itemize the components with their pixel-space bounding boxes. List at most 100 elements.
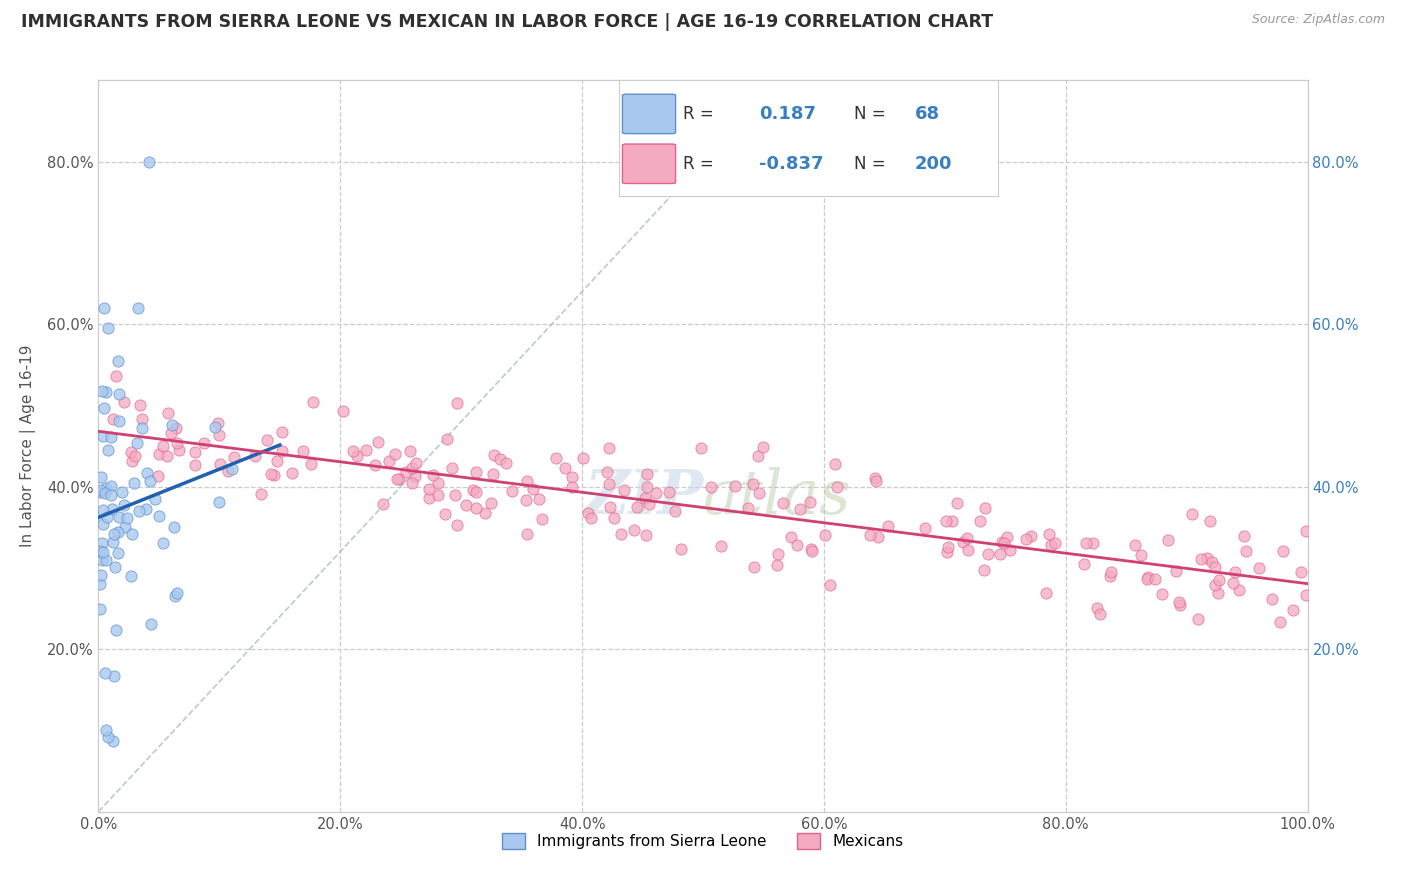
Point bbox=[163, 519, 186, 533]
Point bbox=[120, 444, 142, 458]
Point bbox=[388, 472, 411, 486]
Point bbox=[1150, 587, 1173, 601]
Point bbox=[488, 452, 510, 467]
Point bbox=[1208, 586, 1230, 600]
Point bbox=[598, 476, 620, 491]
Point bbox=[434, 507, 457, 521]
Point bbox=[91, 516, 114, 531]
Point bbox=[1040, 537, 1063, 551]
Point bbox=[973, 564, 995, 578]
Point bbox=[404, 468, 426, 483]
Point bbox=[427, 475, 450, 490]
Point bbox=[1233, 529, 1256, 543]
Legend: Immigrants from Sierra Leone, Mexicans: Immigrants from Sierra Leone, Mexicans bbox=[496, 827, 910, 855]
Point bbox=[780, 530, 803, 544]
Point bbox=[658, 485, 681, 500]
Point bbox=[166, 586, 188, 600]
Point bbox=[465, 465, 488, 479]
Point bbox=[165, 420, 187, 434]
Point bbox=[1136, 572, 1159, 586]
Point bbox=[465, 484, 488, 499]
Point bbox=[516, 526, 538, 541]
Point bbox=[208, 495, 231, 509]
Point bbox=[1208, 573, 1230, 587]
Point bbox=[599, 500, 621, 514]
Point bbox=[405, 456, 427, 470]
Point bbox=[128, 504, 150, 518]
Point bbox=[217, 464, 239, 478]
Point bbox=[936, 545, 959, 559]
Point bbox=[143, 492, 166, 507]
Point bbox=[1204, 578, 1226, 592]
Point bbox=[799, 495, 821, 509]
Point bbox=[103, 527, 125, 541]
Point bbox=[418, 482, 440, 496]
Point bbox=[444, 488, 467, 502]
Point bbox=[710, 539, 733, 553]
Point bbox=[1204, 560, 1226, 574]
Point bbox=[371, 497, 394, 511]
Point bbox=[993, 536, 1015, 550]
Point bbox=[1268, 615, 1291, 629]
Text: atlas: atlas bbox=[703, 467, 852, 527]
Point bbox=[482, 448, 505, 462]
Point bbox=[93, 301, 115, 315]
Text: -0.837: -0.837 bbox=[759, 155, 824, 173]
Point bbox=[634, 528, 657, 542]
Point bbox=[1019, 529, 1042, 543]
Point bbox=[515, 493, 537, 508]
Point bbox=[94, 486, 117, 500]
Point bbox=[107, 353, 129, 368]
Point bbox=[645, 485, 668, 500]
Point bbox=[1090, 607, 1112, 622]
Point bbox=[1201, 555, 1223, 569]
Text: IMMIGRANTS FROM SIERRA LEONE VS MEXICAN IN LABOR FORCE | AGE 16-19 CORRELATION C: IMMIGRANTS FROM SIERRA LEONE VS MEXICAN … bbox=[21, 13, 993, 31]
Point bbox=[221, 462, 243, 476]
Point bbox=[741, 477, 763, 491]
Point bbox=[91, 553, 114, 567]
Text: ZIP: ZIP bbox=[583, 467, 703, 527]
Point bbox=[204, 419, 226, 434]
Point bbox=[422, 467, 444, 482]
Point bbox=[90, 470, 112, 484]
Point bbox=[501, 483, 523, 498]
Point bbox=[579, 511, 602, 525]
Point bbox=[135, 501, 157, 516]
Point bbox=[474, 507, 496, 521]
Point bbox=[636, 467, 658, 481]
Point bbox=[167, 443, 190, 458]
Point bbox=[302, 394, 325, 409]
Point bbox=[107, 546, 129, 560]
Point bbox=[747, 449, 769, 463]
Point bbox=[990, 535, 1012, 549]
Point bbox=[104, 369, 127, 384]
Point bbox=[101, 412, 124, 426]
Point bbox=[766, 558, 789, 573]
Point bbox=[104, 623, 127, 637]
Point bbox=[1099, 569, 1122, 583]
Point bbox=[723, 478, 745, 492]
Point bbox=[700, 480, 723, 494]
Point bbox=[384, 447, 406, 461]
Point bbox=[1181, 507, 1204, 521]
Point bbox=[127, 301, 149, 316]
Point bbox=[108, 509, 131, 524]
Point bbox=[281, 467, 304, 481]
Point bbox=[669, 542, 692, 557]
Point bbox=[208, 457, 231, 471]
Point bbox=[1260, 591, 1282, 606]
FancyBboxPatch shape bbox=[623, 95, 675, 134]
Point bbox=[1197, 551, 1219, 566]
Point bbox=[977, 547, 1000, 561]
Point bbox=[418, 491, 440, 506]
Text: 68: 68 bbox=[915, 105, 939, 123]
Point bbox=[127, 435, 149, 450]
Point bbox=[1282, 603, 1305, 617]
Point bbox=[401, 475, 423, 490]
Point bbox=[690, 441, 713, 455]
Point bbox=[139, 474, 162, 488]
Point bbox=[124, 449, 146, 463]
Point bbox=[748, 485, 770, 500]
Point bbox=[346, 449, 368, 463]
Point bbox=[129, 398, 152, 412]
